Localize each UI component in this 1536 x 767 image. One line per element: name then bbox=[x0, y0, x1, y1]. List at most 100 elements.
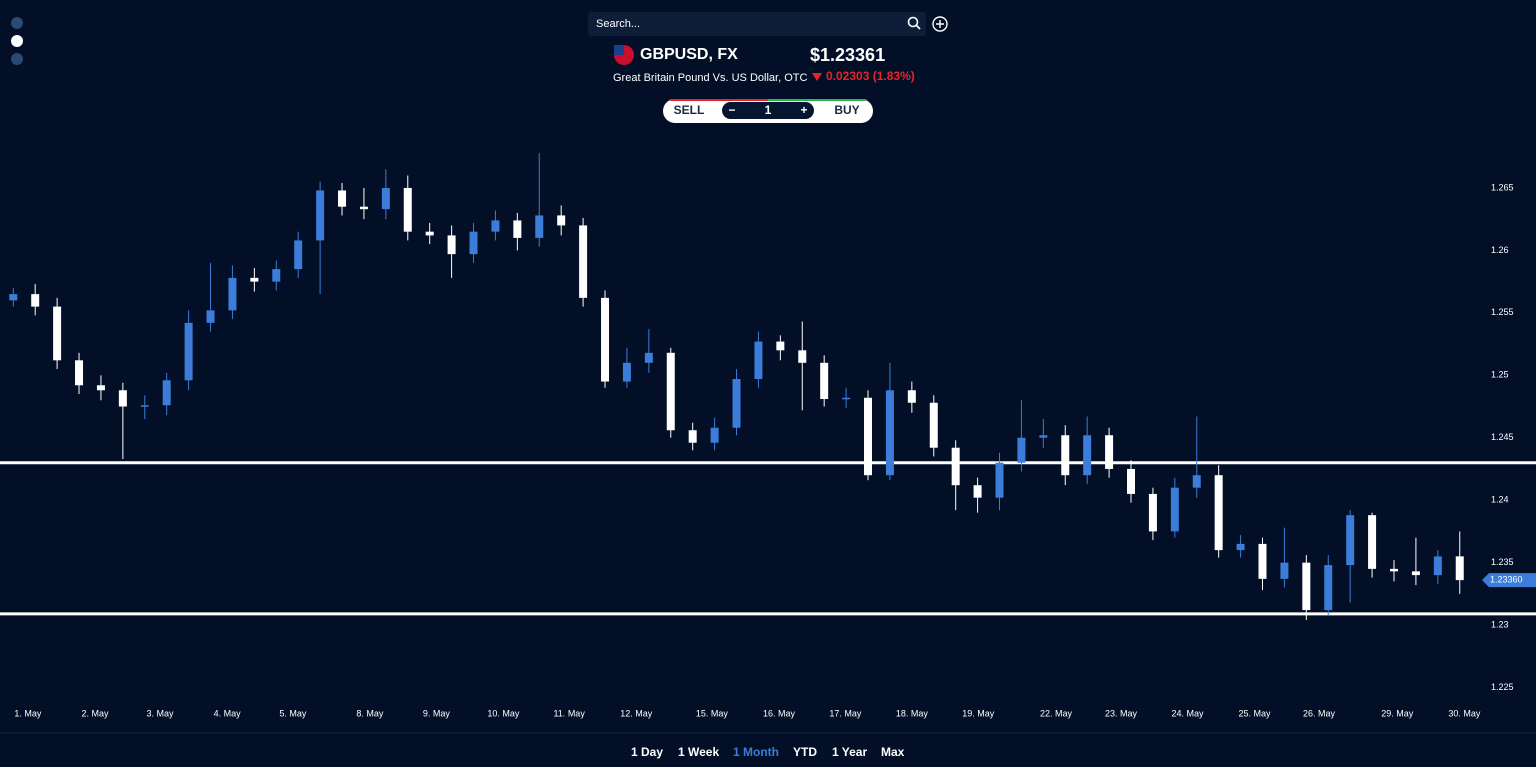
y-tick-label: 1.255 bbox=[1491, 307, 1514, 317]
candle-body bbox=[250, 277, 259, 282]
candle-body bbox=[842, 397, 851, 400]
add-button[interactable] bbox=[932, 16, 948, 32]
candle-body bbox=[1258, 543, 1267, 579]
plus-button[interactable]: + bbox=[800, 103, 807, 117]
candle-body bbox=[1039, 435, 1048, 438]
candle-body bbox=[513, 220, 522, 238]
candle-body bbox=[9, 294, 18, 301]
x-tick-label: 22. May bbox=[1040, 708, 1073, 718]
buy-button[interactable]: BUY bbox=[834, 103, 859, 117]
candle-body bbox=[491, 220, 500, 232]
tool-icon[interactable] bbox=[11, 53, 23, 65]
candle-body bbox=[338, 190, 347, 207]
candle-body bbox=[1302, 562, 1311, 611]
candle-body bbox=[118, 390, 127, 407]
candle-body bbox=[381, 187, 390, 210]
candle-body bbox=[535, 215, 544, 238]
minus-button[interactable]: − bbox=[728, 103, 735, 117]
x-tick-label: 11. May bbox=[553, 708, 585, 718]
x-tick-label: 26. May bbox=[1303, 708, 1336, 718]
timeframe-button[interactable]: YTD bbox=[793, 745, 817, 759]
x-tick-label: 4. May bbox=[214, 708, 242, 718]
y-tick-label: 1.25 bbox=[1491, 370, 1509, 380]
candle-body bbox=[1192, 475, 1201, 488]
search-icon[interactable] bbox=[907, 16, 919, 28]
timeframe-button[interactable]: 1 Week bbox=[678, 745, 720, 759]
candle-body bbox=[53, 306, 62, 361]
search-placeholder: Search... bbox=[596, 18, 640, 30]
candle-body bbox=[1236, 543, 1245, 551]
x-tick-label: 25. May bbox=[1239, 708, 1272, 718]
tool-icon[interactable] bbox=[11, 35, 23, 47]
candle-body bbox=[995, 462, 1004, 498]
timeframe-button[interactable]: Max bbox=[881, 745, 905, 759]
x-tick-label: 1. May bbox=[14, 708, 42, 718]
candle-body bbox=[1324, 565, 1333, 611]
candle-body bbox=[754, 341, 763, 380]
y-tick-label: 1.245 bbox=[1491, 432, 1514, 442]
candle-body bbox=[359, 206, 368, 210]
candle-body bbox=[776, 341, 785, 351]
x-tick-label: 9. May bbox=[423, 708, 451, 718]
timeframe-button[interactable]: 1 Month bbox=[733, 745, 779, 759]
candle-body bbox=[31, 294, 40, 307]
timeframe-button[interactable]: 1 Day bbox=[631, 745, 664, 759]
y-tick-label: 1.225 bbox=[1491, 682, 1514, 692]
candle-body bbox=[622, 362, 631, 382]
candle-body bbox=[1368, 515, 1377, 569]
candle-body bbox=[1061, 435, 1070, 476]
candle-body bbox=[1455, 556, 1464, 581]
candle-body bbox=[1411, 571, 1420, 576]
candle-body bbox=[601, 297, 610, 382]
candle-body bbox=[951, 447, 960, 486]
x-tick-label: 18. May bbox=[896, 708, 929, 718]
candle-body bbox=[140, 405, 149, 407]
candle-body bbox=[907, 390, 916, 403]
candle-body bbox=[1127, 468, 1136, 494]
quantity-box bbox=[722, 102, 814, 119]
candle-body bbox=[162, 380, 171, 406]
timeframe-button[interactable]: 1 Year bbox=[832, 745, 868, 759]
candle-body bbox=[1017, 437, 1026, 463]
candle-body bbox=[316, 190, 325, 241]
tool-icon[interactable] bbox=[11, 17, 23, 29]
y-tick-label: 1.26 bbox=[1491, 245, 1509, 255]
x-tick-label: 12. May bbox=[620, 708, 653, 718]
x-tick-label: 10. May bbox=[487, 708, 520, 718]
search-box[interactable] bbox=[588, 12, 926, 36]
sell-button[interactable]: SELL bbox=[674, 103, 705, 117]
candle-body bbox=[732, 379, 741, 428]
candle-body bbox=[294, 240, 303, 270]
candle-body bbox=[1280, 562, 1289, 579]
add-icon bbox=[936, 20, 944, 28]
candle-body bbox=[557, 215, 566, 226]
candle-body bbox=[272, 269, 281, 282]
x-tick-label: 15. May bbox=[696, 708, 729, 718]
description: Great Britain Pound Vs. US Dollar, OTC bbox=[613, 72, 807, 84]
x-tick-label: 24. May bbox=[1171, 708, 1204, 718]
x-tick-label: 29. May bbox=[1381, 708, 1414, 718]
x-tick-label: 17. May bbox=[829, 708, 862, 718]
x-tick-label: 2. May bbox=[81, 708, 109, 718]
last-price-tag bbox=[1482, 573, 1536, 588]
y-tick-label: 1.24 bbox=[1491, 495, 1509, 505]
candle-body bbox=[96, 385, 105, 391]
flag-icon bbox=[614, 45, 624, 55]
candle-body bbox=[447, 235, 456, 255]
x-tick-label: 19. May bbox=[962, 708, 995, 718]
symbol: GBPUSD, FX bbox=[640, 46, 738, 63]
last-price-label: 1.23360 bbox=[1490, 574, 1523, 584]
candle-body bbox=[184, 322, 193, 381]
candle-body bbox=[1148, 493, 1157, 532]
candle-body bbox=[710, 427, 719, 443]
y-tick-label: 1.265 bbox=[1491, 182, 1514, 192]
quantity[interactable]: 1 bbox=[765, 103, 772, 117]
price: $1.23361 bbox=[810, 45, 885, 65]
price-change: 0.02303 (1.83%) bbox=[826, 69, 915, 83]
candle-body bbox=[1389, 568, 1398, 572]
x-tick-label: 8. May bbox=[356, 708, 384, 718]
search-icon bbox=[915, 24, 921, 30]
x-tick-label: 23. May bbox=[1105, 708, 1138, 718]
